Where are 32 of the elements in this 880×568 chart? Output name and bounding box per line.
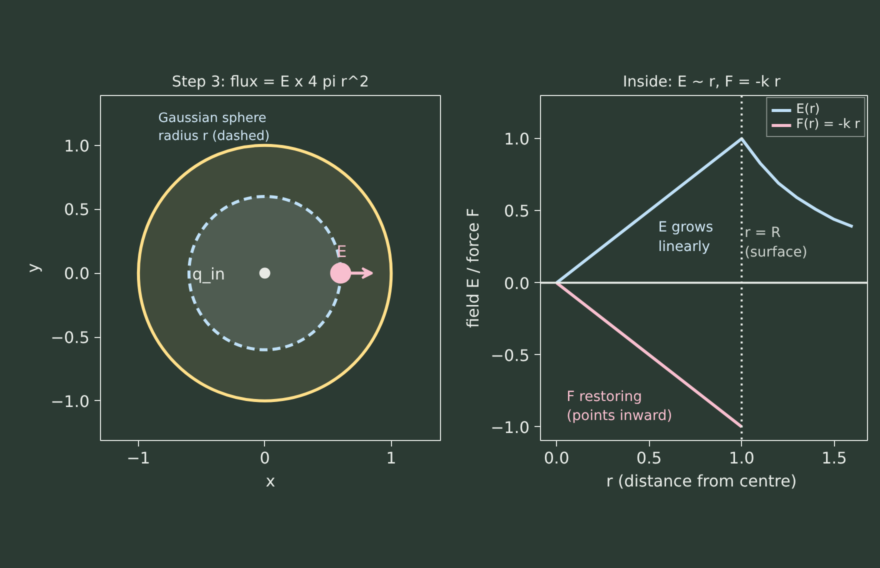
ref-line-label: r = R (surface) [744,225,808,260]
y-tick-label: −1.0 [50,392,90,411]
chart-title: Step 3: flux = E x 4 pi r^2 [172,72,370,90]
y-tick-label: −0.5 [490,346,530,365]
legend-label: F(r) = -k r [796,117,860,132]
y-tick-label: −0.5 [50,328,90,347]
y-axis-title: y [24,263,43,273]
y-tick-label: −1.0 [490,418,530,437]
annotation: q_in [192,264,226,284]
x-axis-title: x [266,472,276,490]
y-tick-label: 0.5 [504,202,530,221]
y-tick-label: 0.5 [64,200,90,220]
chart-title: Inside: E ~ r, F = -k r [622,72,782,90]
y-tick-label: 0.0 [504,274,530,293]
line-series [555,137,854,284]
x-tick-label: 1.0 [728,448,754,468]
x-tick-label: 1.5 [821,448,847,468]
y-tick-label: 0.0 [64,264,90,284]
x-tick-label: 0 [260,448,270,468]
annotation: E [336,242,347,262]
x-tick-label: −1 [126,448,150,468]
y-axis-title: field E / force F [464,208,483,328]
annotation: E grows linearly [658,220,714,255]
x-tick-label: 0.5 [636,448,662,468]
annotation: F restoring (points inward) [566,388,672,424]
y-tick-label: 1.0 [64,136,90,156]
x-tick-label: 0.0 [544,448,570,468]
x-tick-label: 1 [386,448,396,468]
legend-label: E(r) [796,102,820,117]
annotation: Gaussian sphere radius r (dashed) [158,111,270,144]
x-axis-title: r (distance from centre) [606,472,797,490]
y-tick-label: 1.0 [504,130,530,149]
